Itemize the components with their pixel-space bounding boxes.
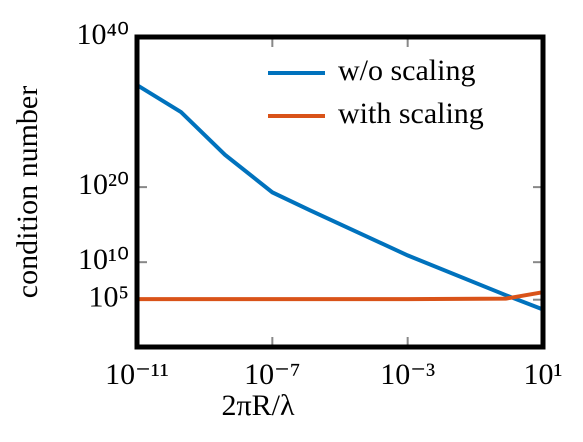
plot-frame — [134, 34, 546, 350]
x-tick-label: 10¹ — [524, 358, 563, 391]
x-axis-label: 2πR/λ — [221, 389, 294, 422]
y-tick-label: 10⁴⁰ — [77, 18, 130, 51]
x-tick-label: 10⁻¹¹ — [105, 358, 169, 391]
y-axis-label: condition number — [11, 86, 44, 298]
legend-label: with scaling — [338, 97, 484, 130]
series-line — [135, 83, 544, 312]
y-tick-label: 10⁵ — [89, 281, 129, 314]
y-tick-label: 10¹⁰ — [78, 243, 129, 276]
x-tick-label: 10⁻³ — [380, 358, 435, 391]
series-line — [137, 290, 544, 302]
y-tick-label: 10²⁰ — [78, 168, 129, 201]
x-tick-label: 10⁻⁷ — [244, 358, 300, 391]
legend-label: w/o scaling — [338, 54, 475, 87]
